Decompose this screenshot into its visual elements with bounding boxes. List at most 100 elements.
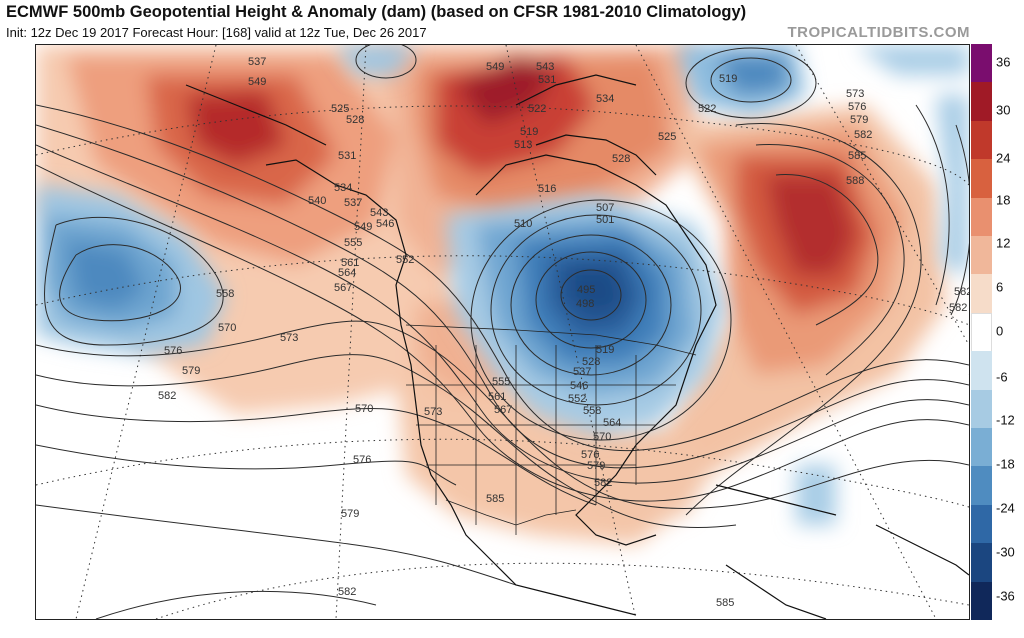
contour-label: 534 (596, 93, 614, 105)
contour-label: 582 (854, 129, 872, 141)
contour-label: 555 (492, 376, 510, 388)
contour-labels: 537 549 525 528 531 534 540 537 543 546 … (158, 56, 969, 609)
contour-label: 537 (248, 56, 266, 68)
contour-label: 528 (612, 153, 630, 165)
contour-label: 576 (848, 101, 866, 113)
contour-label: 573 (846, 88, 864, 100)
contour-label: 570 (355, 403, 373, 415)
contour-label: 519 (596, 344, 614, 356)
colorbar-tick-label: 24 (996, 150, 1011, 166)
contour-label: 585 (848, 150, 866, 162)
contour-label: 567 (494, 404, 512, 416)
contour-label: 585 (716, 597, 734, 609)
colorbar-swatch (971, 197, 992, 237)
contour-label: 582 (338, 586, 356, 598)
contour-label: 579 (182, 365, 200, 377)
colorbar-tick-label: 18 (996, 192, 1011, 208)
contour-label: 558 (583, 405, 601, 417)
colorbar-swatch (971, 504, 992, 544)
graticule (36, 45, 969, 619)
political-borders (405, 324, 697, 535)
contour-label: 540 (308, 195, 326, 207)
colorbar-swatch (971, 389, 992, 429)
contour-label: 573 (424, 406, 442, 418)
contour-label: 567 (334, 282, 352, 294)
contour-label: 543 (370, 207, 388, 219)
contour-label: 570 (218, 322, 236, 334)
contour-label: 546 (570, 380, 588, 392)
contour-label: 552 (396, 254, 414, 266)
map-panel: 537 549 525 528 531 534 540 537 543 546 … (35, 44, 970, 620)
colorbar-tick-label: 0 (996, 323, 1004, 339)
colorbar-tick-label: 12 (996, 235, 1011, 251)
contour-label: 519 (719, 73, 737, 85)
contour-label: 522 (698, 103, 716, 115)
height-contours (36, 45, 969, 619)
contour-label: 561 (488, 391, 506, 403)
colorbar-swatch (971, 581, 992, 621)
contour-label: 564 (338, 267, 356, 279)
forecast-info: Init: 12z Dec 19 2017 Forecast Hour: [16… (6, 25, 427, 40)
brand-label: TROPICALTIDBITS.COM (787, 24, 970, 41)
contour-label: 498 (576, 298, 594, 310)
contour-label: 525 (658, 131, 676, 143)
contour-label: 564 (603, 417, 621, 429)
contour-label: 582 (949, 302, 967, 314)
contour-label: 555 (344, 237, 362, 249)
contour-label: 549 (354, 221, 372, 233)
colorbar-tick-label: -30 (996, 544, 1015, 560)
contour-label: 534 (334, 182, 352, 194)
contour-label: 519 (520, 126, 538, 138)
colorbar-tick-label: -24 (996, 500, 1015, 516)
contour-label: 576 (353, 454, 371, 466)
contour-label: 585 (486, 493, 504, 505)
contour-label: 579 (341, 508, 359, 520)
negative-anomaly-shading (36, 45, 969, 525)
map-title: ECMWF 500mb Geopotential Height & Anomal… (6, 3, 747, 21)
colorbar-swatch (971, 466, 992, 506)
contour-label: 495 (577, 284, 595, 296)
contour-label: 531 (338, 150, 356, 162)
contour-label: 501 (596, 214, 614, 226)
colorbar-tick-label: 36 (996, 54, 1011, 70)
contour-label: 543 (536, 61, 554, 73)
contour-label: 513 (514, 139, 532, 151)
contour-label: 582 (954, 286, 969, 298)
contour-label: 558 (216, 288, 234, 300)
colorbar-swatch (971, 312, 992, 352)
contour-label: 579 (850, 114, 868, 126)
colorbar-tick-label: -6 (996, 369, 1008, 385)
contour-label: 528 (582, 356, 600, 368)
contour-label: 525 (331, 103, 349, 115)
contour-label: 516 (538, 183, 556, 195)
contour-label: 546 (376, 218, 394, 230)
colorbar-swatch (971, 120, 992, 160)
colorbar-swatch (971, 82, 992, 122)
contour-label: 537 (573, 366, 591, 378)
contour-label: 507 (596, 202, 614, 214)
contour-label: 537 (344, 197, 362, 209)
contour-label: 552 (568, 393, 586, 405)
contour-label: 570 (593, 431, 611, 443)
contour-label: 582 (158, 390, 176, 402)
contour-label: 528 (346, 114, 364, 126)
contour-label: 549 (486, 61, 504, 73)
contour-label: 582 (594, 477, 612, 489)
contour-label: 531 (538, 74, 556, 86)
contour-label: 561 (341, 257, 359, 269)
colorbar-tick-label: -12 (996, 412, 1015, 428)
anomaly-map: 537 549 525 528 531 534 540 537 543 546 … (36, 45, 969, 619)
contour-label: 549 (248, 76, 266, 88)
colorbar-tick-label: 6 (996, 279, 1004, 295)
contour-label: 588 (846, 175, 864, 187)
colorbar-swatch (971, 274, 992, 314)
coastlines (185, 74, 969, 619)
colorbar-tick-label: -36 (996, 588, 1015, 604)
colorbar-swatch (971, 428, 992, 467)
colorbar-swatch (971, 236, 992, 275)
contour-label: 510 (514, 218, 532, 230)
colorbar-swatch (971, 44, 992, 83)
contour-label: 522 (528, 103, 546, 115)
contour-label: 573 (280, 332, 298, 344)
contour-label: 576 (164, 345, 182, 357)
